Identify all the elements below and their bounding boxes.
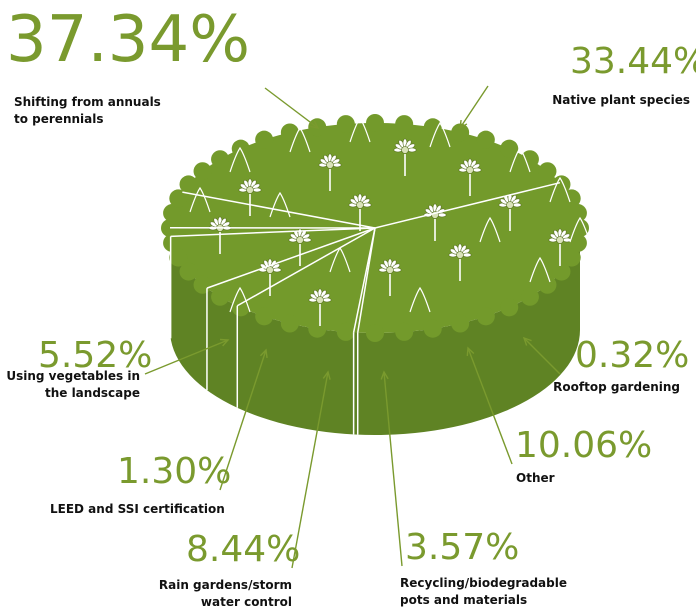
arrowhead-icon [259,348,268,359]
slice-label: Rain gardens/storm water control [138,577,292,611]
leaf-icon [289,126,311,153]
slice-label: LEED and SSI certification [50,501,225,518]
leaf-icon [189,186,211,213]
flower-icon [548,228,572,266]
slice-label-line: LEED and SSI certification [50,502,225,516]
leader-line [291,371,329,569]
flower-icon [238,178,262,216]
arrowhead-icon [310,120,320,129]
leaf-icon [479,216,501,243]
slice-divider [206,227,376,289]
leader-line [219,349,267,491]
slice-label-line: to perennials [14,112,104,126]
leaf-icon [229,146,251,173]
flower-icon [393,138,417,176]
leader-line [264,87,319,129]
slice-divider [236,227,376,307]
leaf-icon [529,256,551,283]
percent-value: 10.06% [515,425,653,466]
arrowhead-icon [380,370,389,380]
slice-label-line: Native plant species [552,93,690,107]
arrowhead-icon [466,346,475,357]
slice-label: Shifting from annuals to perennials [14,94,161,128]
slice-divider [352,227,376,333]
leaf-icon [269,191,291,218]
arrowhead-icon [459,119,468,130]
slice-label-line: Using vegetables in [6,369,140,383]
slice-label-line: Rooftop gardening [553,380,680,394]
flower-icon [498,193,522,231]
flower-icon [423,203,447,241]
slice-label-line: water control [200,595,292,609]
flower-icon [308,288,332,326]
slice-label-line: Shifting from annuals [14,95,161,109]
slice-label-line: Recycling/biodegradable [400,576,567,590]
slice-divider [374,181,561,229]
leaf-icon [349,116,371,143]
slice-label-line: Rain gardens/storm [158,578,292,592]
flower-icon [448,243,472,281]
slice-label: Native plant species [540,92,690,109]
slice-label-line: pots and materials [400,593,528,607]
slice-divider [170,227,376,238]
pie-slices [169,181,561,435]
percent-value: 37.34% [6,3,251,77]
arrowhead-icon [219,338,230,347]
slice-label: Recycling/biodegradable pots and material… [400,575,567,609]
leader-line [459,85,489,129]
percent-value: 3.57% [405,527,520,568]
flower-icon [378,258,402,296]
leaf-icon [549,176,571,203]
slice-divider [182,191,376,229]
leaf-icon [429,121,451,148]
percent-value: 1.30% [117,451,232,492]
percent-value: 33.44% [570,41,696,82]
arrowhead-icon [322,370,331,380]
leaf-icon [569,216,591,243]
flower-icon [348,193,372,231]
leader-lines [144,85,561,569]
pie-body [161,114,589,435]
leader-line [467,347,513,465]
leafy-rim [161,114,589,342]
slice-label: Rooftop gardening [540,379,680,396]
percent-value: 8.44% [186,529,301,570]
leaf-icon [509,146,531,173]
leaf-icon [409,286,431,313]
leaf-icon [229,286,251,313]
percent-value: 0.32% [575,335,690,376]
flower-decoration [189,116,591,326]
flower-icon [458,158,482,196]
slice-label-line: the landscape [44,386,140,400]
slice-label-line: Other [516,471,555,485]
leader-line [523,337,561,375]
flower-icon [318,153,342,191]
leader-line [144,339,229,375]
percent-value: 5.52% [38,335,153,376]
slice-label: Other [516,470,555,487]
slice-label: Using vegetables in the landscape [0,368,140,402]
arrowhead-icon [522,336,532,346]
pie-side-wall [170,228,580,435]
leader-line [383,371,403,567]
flower-icon [258,258,282,296]
